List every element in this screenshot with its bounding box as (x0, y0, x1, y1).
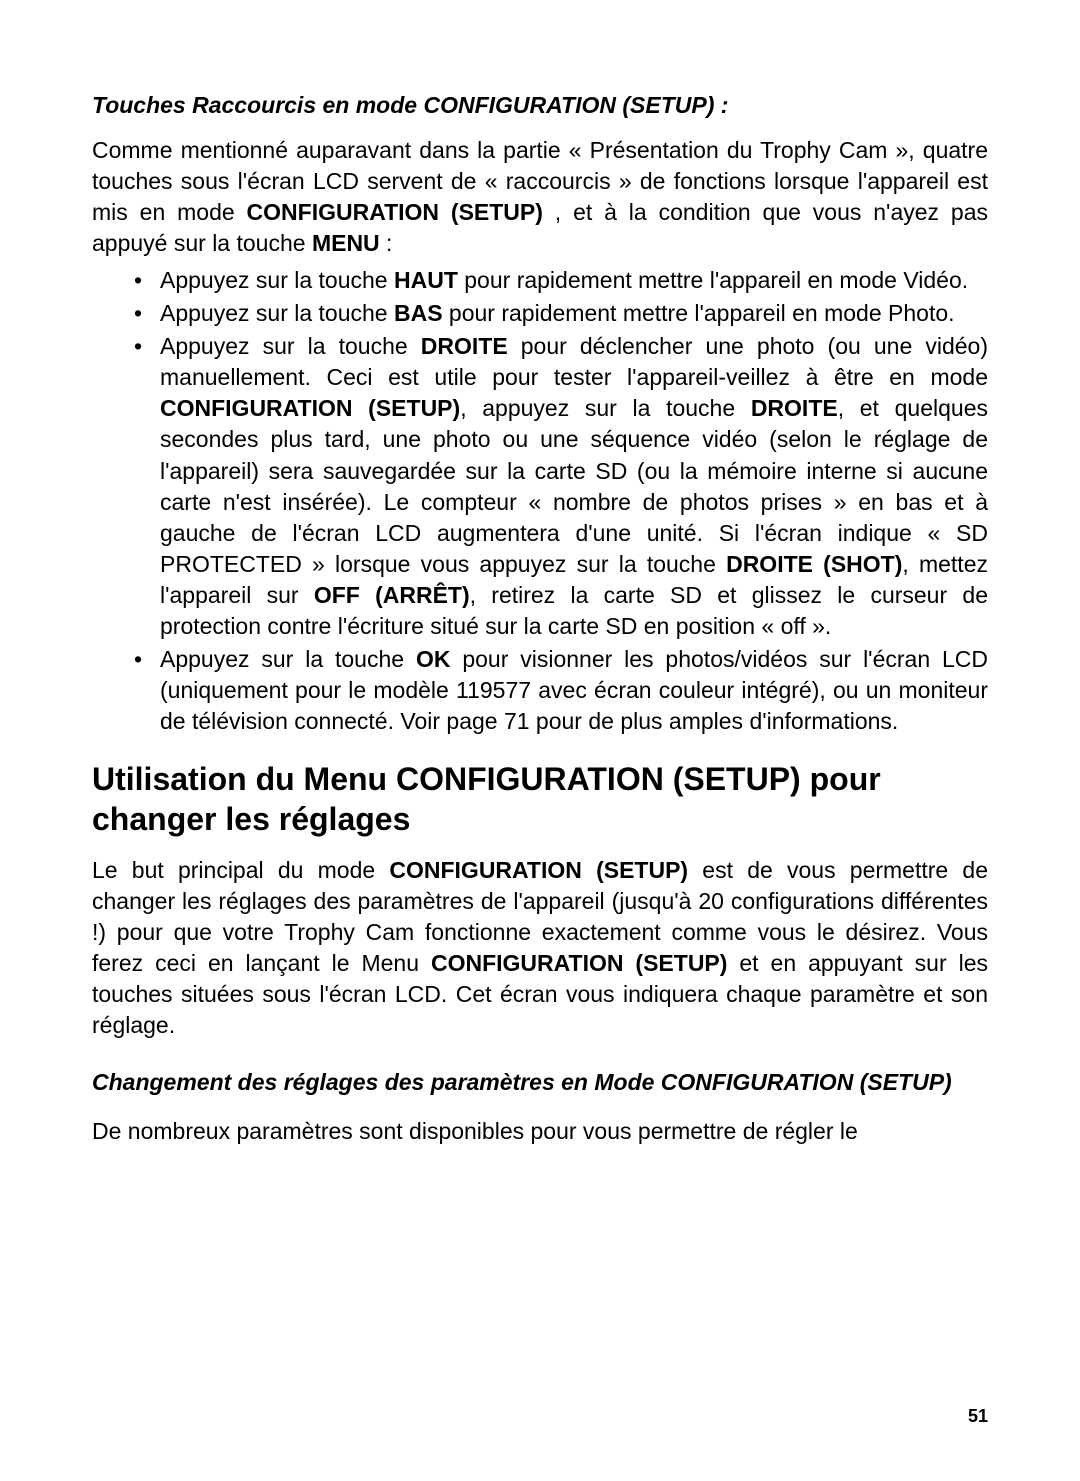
section1-intro: Comme mentionné auparavant dans la parti… (92, 135, 988, 259)
section3-subhead: Changement des réglages des paramètres e… (92, 1067, 988, 1098)
section3-para: De nombreux paramètres sont disponibles … (92, 1116, 988, 1147)
list-item: Appuyez sur la touche OK pour visionner … (160, 644, 988, 737)
section2-para: Le but principal du mode CONFIGURATION (… (92, 855, 988, 1041)
section1-bullets: Appuyez sur la touche HAUT pour rapideme… (92, 265, 988, 737)
page-number: 51 (968, 1406, 988, 1427)
section1-subhead: Touches Raccourcis en mode CONFIGURATION… (92, 90, 988, 121)
section2-heading: Utilisation du Menu CONFIGURATION (SETUP… (92, 759, 988, 839)
list-item: Appuyez sur la touche HAUT pour rapideme… (160, 265, 988, 296)
document-page: Touches Raccourcis en mode CONFIGURATION… (0, 0, 1080, 1481)
list-item: Appuyez sur la touche BAS pour rapidemen… (160, 298, 988, 329)
list-item: Appuyez sur la touche DROITE pour déclen… (160, 331, 988, 641)
